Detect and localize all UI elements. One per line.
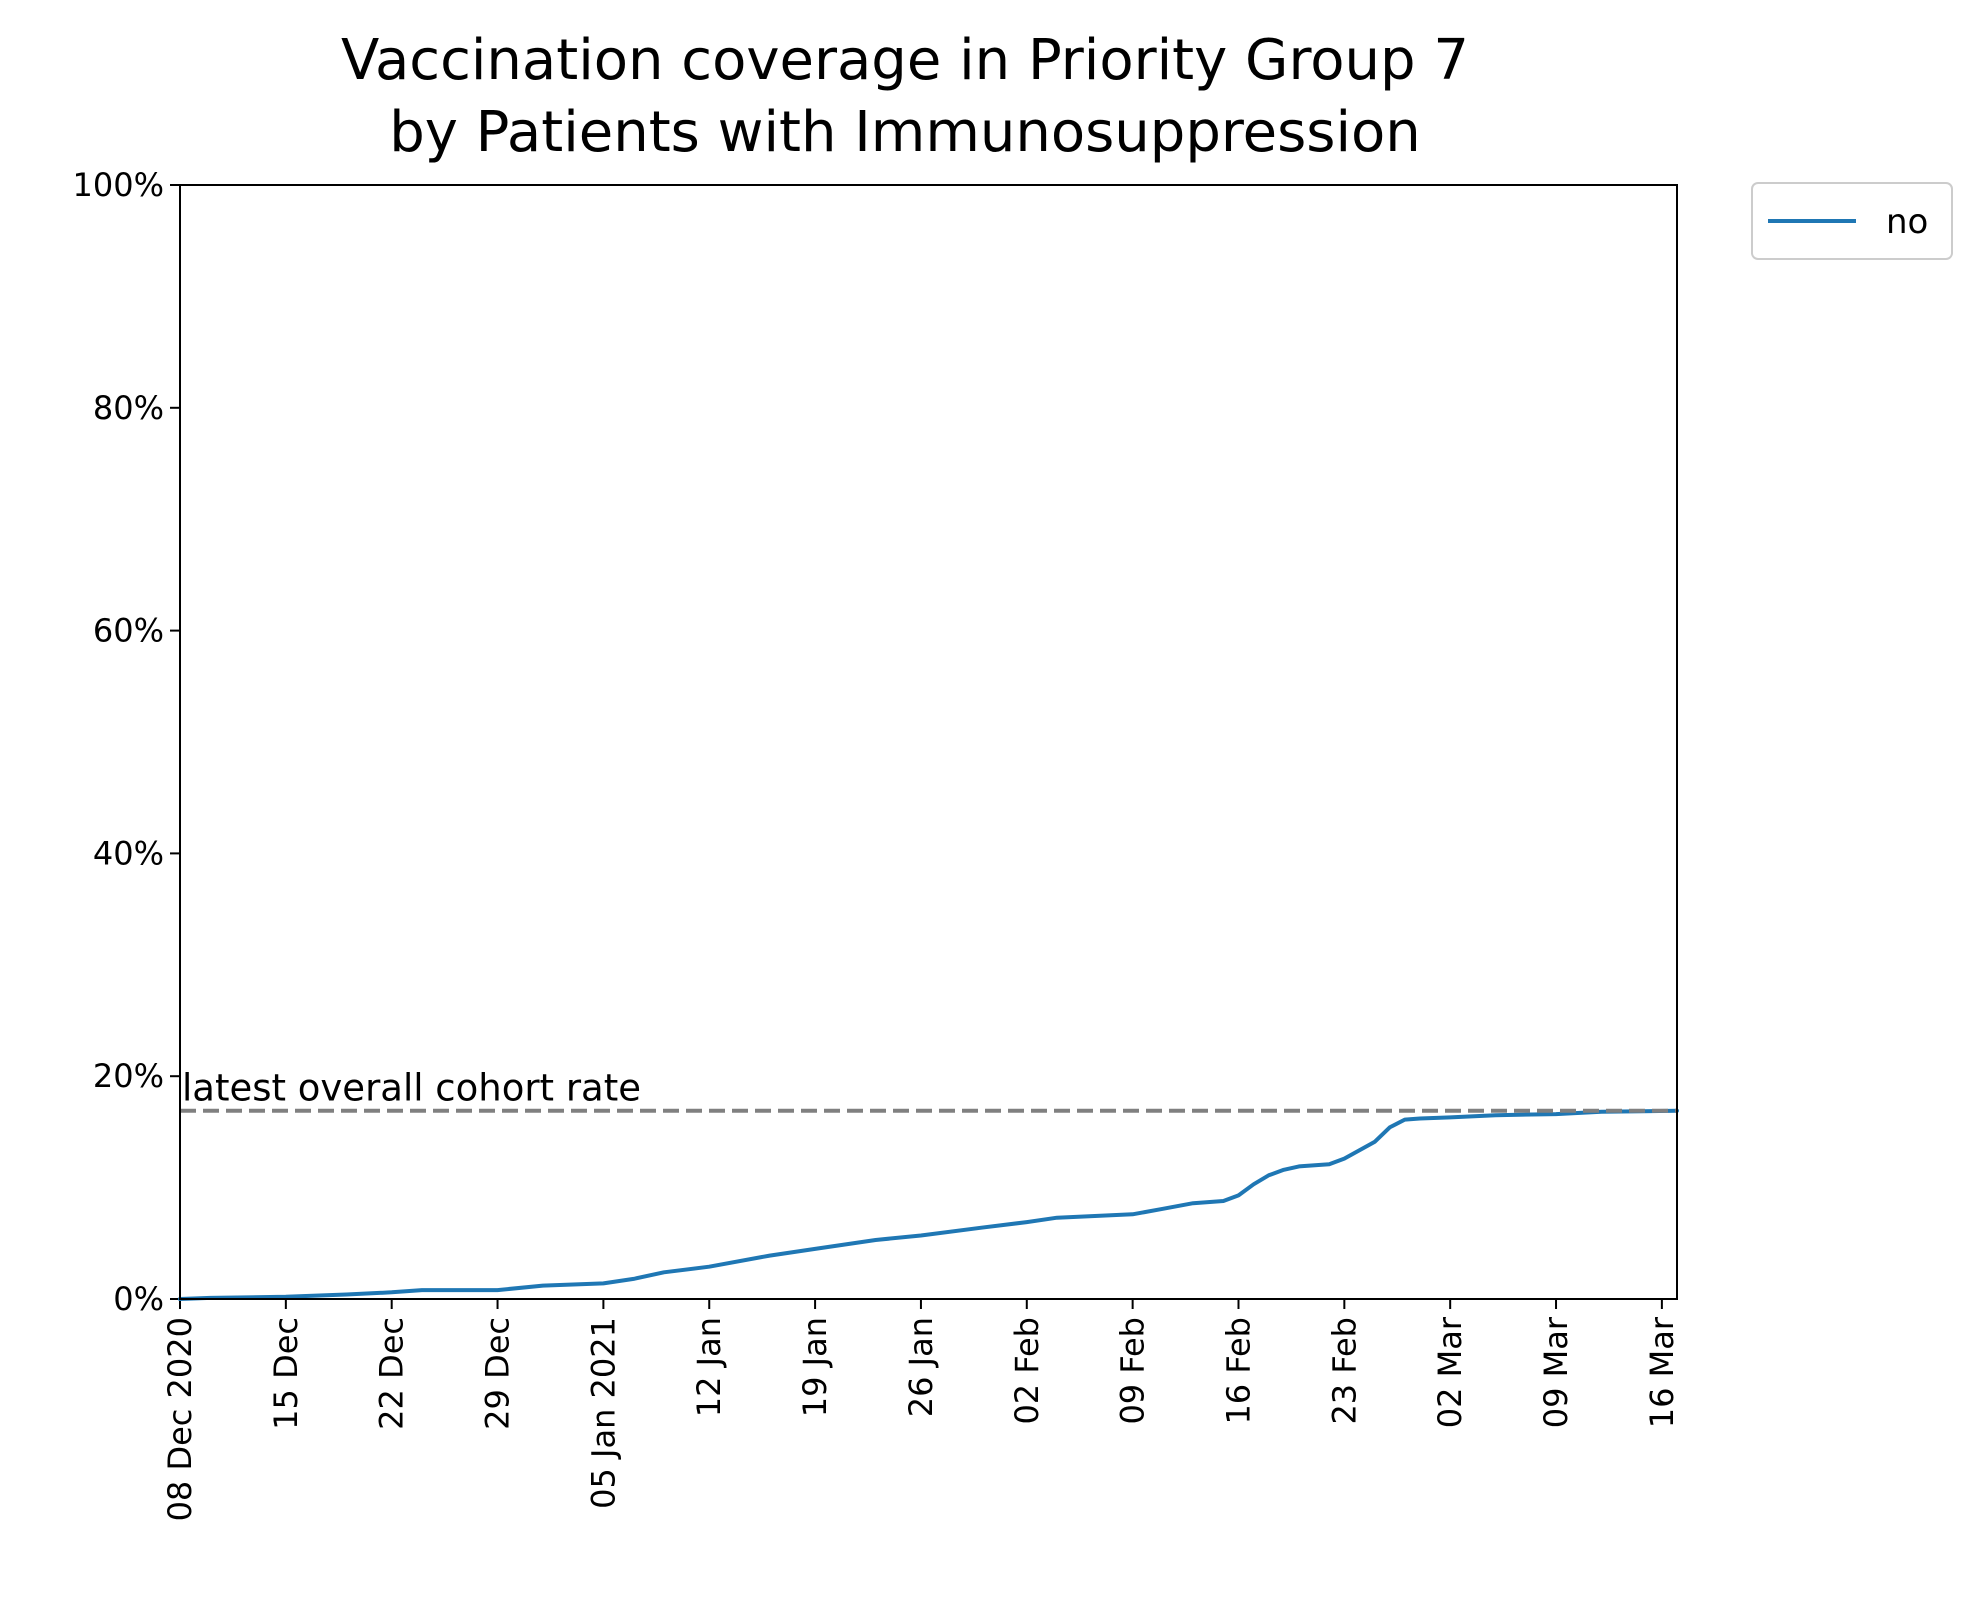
x-tick-label: 08 Dec 2020 (161, 1317, 199, 1521)
chart-title-line-2: by Patients with Immunosuppression (389, 100, 1421, 165)
legend: no (1751, 182, 1953, 260)
chart-title-line-1: Vaccination coverage in Priority Group 7 (341, 28, 1469, 93)
x-tick-label: 09 Feb (1114, 1317, 1152, 1425)
reference-line-label: latest overall cohort rate (182, 1067, 641, 1110)
x-tick-label: 05 Jan 2021 (584, 1317, 622, 1509)
x-tick-label: 09 Mar (1537, 1316, 1575, 1428)
x-tick-label: 02 Feb (1008, 1317, 1046, 1425)
y-tick-label: 40% (93, 834, 164, 872)
x-tick-label: 02 Mar (1431, 1316, 1469, 1428)
x-tick-label: 26 Jan (902, 1317, 940, 1417)
x-tick-label: 15 Dec (267, 1317, 305, 1430)
series-line-no (178, 1108, 1679, 1301)
plot-frame (179, 184, 1678, 1300)
x-tick-label: 19 Jan (796, 1317, 834, 1417)
x-axis: 08 Dec 2020 15 Dec 22 Dec 29 Dec 05 Jan 2021… (161, 1299, 1681, 1521)
legend-label-no: no (1886, 202, 1928, 242)
y-tick-label: 20% (93, 1057, 164, 1095)
x-tick-label: 23 Feb (1325, 1317, 1363, 1425)
plot-area: latest overall cohort rate (178, 1067, 1679, 1301)
y-tick-label: 80% (93, 389, 164, 427)
y-tick-label: 0% (113, 1280, 164, 1318)
y-tick-label: 100% (73, 166, 164, 204)
x-tick-label: 12 Jan (690, 1317, 728, 1417)
y-tick-label: 60% (93, 612, 164, 650)
x-tick-label: 29 Dec (479, 1317, 517, 1430)
y-axis: 0% 20% 40% 60% 80% 100% (73, 166, 180, 1318)
x-tick-label: 22 Dec (373, 1317, 411, 1430)
x-tick-label: 16 Feb (1219, 1317, 1257, 1425)
x-tick-label: 16 Mar (1643, 1316, 1681, 1428)
